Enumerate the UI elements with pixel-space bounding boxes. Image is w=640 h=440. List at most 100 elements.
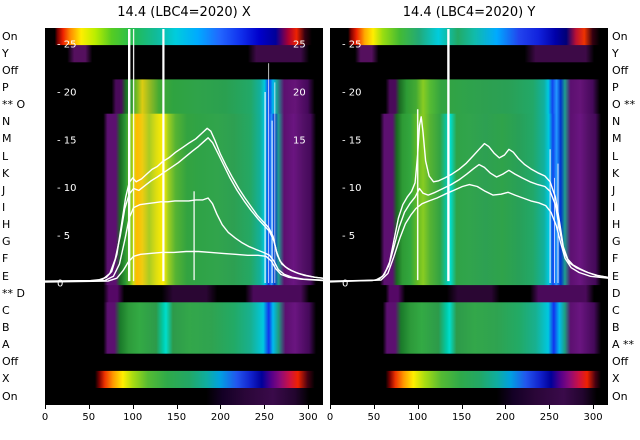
inner-tick-label: - 5 bbox=[57, 231, 70, 242]
band-main bbox=[45, 113, 323, 286]
heatmap-panel-x: - 25 - 20 - 15 - 10 - 5 0 25 20 15 bbox=[45, 28, 323, 405]
x-tick-label: 50 bbox=[82, 412, 96, 423]
x-tick-label: 250 bbox=[254, 412, 274, 423]
x-axis-ticks-left: 0 50 100 150 200 250 300 bbox=[0, 405, 640, 431]
row-label-left-19-off: Off bbox=[2, 355, 19, 369]
inner-tick-label: - 20 bbox=[57, 88, 77, 99]
band-cba bbox=[45, 302, 323, 355]
row-label-right-5-n: N bbox=[612, 115, 621, 129]
row-label-left-11-h: H bbox=[2, 218, 11, 232]
x-axis-ticks-right: 0 50 100 150 200 250 300 bbox=[0, 405, 640, 431]
row-label-left-9-j: J bbox=[2, 183, 6, 197]
x-tick-mark bbox=[505, 405, 507, 409]
row-label-right-1-y: Y bbox=[612, 46, 619, 60]
row-label-left-3-p: P bbox=[2, 81, 9, 94]
inner-tick-label: 25 bbox=[293, 40, 306, 51]
row-label-left-6-m: M bbox=[2, 132, 12, 146]
inner-tick-label: 0 bbox=[342, 279, 348, 290]
inner-tick-label: - 25 bbox=[342, 40, 362, 51]
row-label-left-15-d: ** D bbox=[2, 286, 25, 300]
x-tick-mark bbox=[220, 405, 222, 409]
row-label-left-7-l: L bbox=[2, 149, 9, 163]
row-labels-left: On Y Off P ** O N M L K J I H G F E ** D C B A Off X On bbox=[2, 0, 46, 440]
x-tick-mark bbox=[45, 405, 46, 409]
x-tick-mark bbox=[330, 405, 331, 409]
row-label-left-10-i: I bbox=[2, 201, 6, 214]
x-tick-label: 150 bbox=[452, 412, 472, 423]
trace-line bbox=[45, 137, 323, 283]
band-off-bottom bbox=[330, 353, 608, 372]
band-main bbox=[330, 113, 608, 286]
inner-tick-label: - 5 bbox=[342, 231, 355, 242]
inner-tick-label: - 20 bbox=[342, 88, 362, 99]
row-label-left-2-off: Off bbox=[2, 63, 19, 77]
band-cba bbox=[330, 302, 608, 355]
row-label-right-14-e: E bbox=[612, 269, 619, 283]
inner-tick-label: - 10 bbox=[57, 183, 77, 194]
row-label-right-6-m: M bbox=[612, 132, 622, 146]
trace-line bbox=[330, 163, 608, 283]
row-label-right-3-p: P bbox=[612, 81, 619, 94]
inner-tick-label: - 15 bbox=[57, 135, 77, 146]
band-y bbox=[330, 45, 608, 64]
band-main-top bbox=[330, 79, 608, 115]
x-tick-mark bbox=[176, 405, 178, 409]
row-label-right-13-f: F bbox=[612, 252, 619, 266]
inner-tick-label: 0 bbox=[57, 279, 63, 290]
x-tick-label: 200 bbox=[495, 412, 515, 423]
row-label-right-16-c: C bbox=[612, 303, 620, 317]
x-tick-label: 100 bbox=[408, 412, 428, 423]
x-tick-label: 0 bbox=[41, 412, 49, 423]
inner-tick-label: - 10 bbox=[342, 183, 362, 194]
row-label-right-8-k: K bbox=[612, 166, 620, 180]
trace-line bbox=[330, 116, 608, 282]
x-tick-mark bbox=[461, 405, 463, 409]
inner-tick-label: 15 bbox=[293, 135, 306, 146]
row-label-right-2-off: Off bbox=[612, 63, 629, 77]
x-tick-label: 150 bbox=[167, 412, 187, 423]
row-label-left-17-b: B bbox=[2, 320, 10, 334]
band-x bbox=[45, 370, 323, 389]
x-tick-label: 300 bbox=[583, 412, 603, 423]
row-label-right-18-a: A ** bbox=[612, 338, 635, 352]
band-x bbox=[330, 370, 608, 389]
x-tick-mark bbox=[593, 405, 595, 409]
x-tick-mark bbox=[132, 405, 134, 409]
row-label-right-20-x: X bbox=[612, 372, 620, 386]
row-label-right-17-b: B bbox=[612, 320, 620, 334]
row-label-right-10-i: I bbox=[612, 201, 616, 214]
x-tick-mark bbox=[264, 405, 266, 409]
heatmap-canvas-x: - 25 - 20 - 15 - 10 - 5 0 25 20 15 bbox=[45, 28, 323, 405]
trace-line bbox=[45, 250, 323, 283]
row-label-right-12-g: G bbox=[612, 235, 621, 249]
band-off-top bbox=[45, 62, 323, 81]
heatmap-panel-y: - 25 - 20 - 15 - 10 - 5 0 bbox=[330, 28, 608, 405]
inner-tick-label: - 25 bbox=[57, 40, 77, 51]
row-label-right-15-d: D bbox=[612, 286, 621, 300]
left-plot-title: 14.4 (LBC4=2020) X bbox=[117, 5, 251, 20]
x-tick-mark bbox=[88, 405, 90, 409]
row-label-right-4-o: O ** bbox=[612, 98, 636, 112]
row-label-left-21-on: On bbox=[2, 389, 18, 403]
trace-line bbox=[45, 197, 323, 283]
band-off-bottom bbox=[45, 353, 323, 372]
band-on-top bbox=[330, 28, 608, 46]
row-label-left-18-a: A bbox=[2, 338, 10, 352]
row-label-right-7-l: L bbox=[612, 149, 619, 163]
right-plot-title: 14.4 (LBC4=2020) Y bbox=[402, 5, 536, 20]
row-label-left-4-o: ** O bbox=[2, 98, 26, 112]
band-off-top bbox=[330, 62, 608, 81]
x-tick-mark bbox=[308, 405, 310, 409]
inner-tick-label: - 15 bbox=[342, 135, 362, 146]
x-tick-mark bbox=[549, 405, 551, 409]
row-label-left-14-e: E bbox=[2, 269, 9, 283]
band-on-bottom bbox=[45, 388, 323, 405]
row-label-left-0-on: On bbox=[2, 29, 18, 43]
band-main-top bbox=[45, 79, 323, 115]
row-labels-right: On Y Off P O ** N M L K J I H G F E D C B A ** Off X On bbox=[612, 0, 640, 440]
x-tick-label: 300 bbox=[298, 412, 318, 423]
band-on-top bbox=[45, 28, 323, 46]
row-label-left-5-n: N bbox=[2, 115, 11, 129]
x-tick-label: 100 bbox=[123, 412, 143, 423]
row-label-left-1-y: Y bbox=[2, 46, 9, 60]
